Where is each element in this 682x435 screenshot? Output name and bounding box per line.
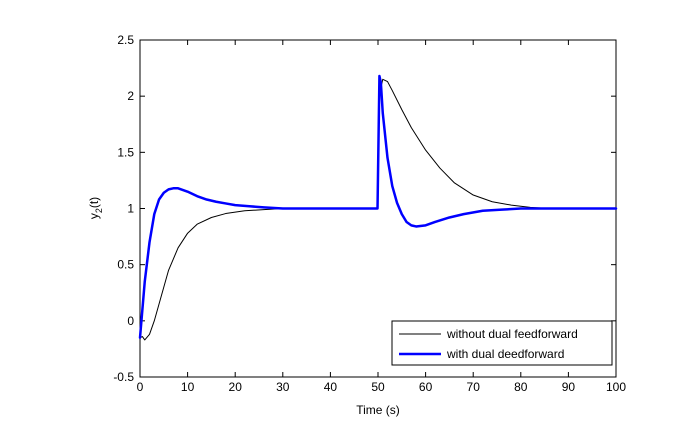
y-axis-label-rest: (t) <box>87 197 101 208</box>
y-axis-label-group: y2(t) <box>87 197 104 219</box>
y-axis-label-sub: 2 <box>94 208 104 213</box>
x-tick-label: 30 <box>276 380 290 394</box>
x-axis-label: Time (s) <box>356 403 400 417</box>
x-tick-label: 80 <box>514 380 528 394</box>
legend-label-without: without dual feedforward <box>446 327 578 341</box>
legend: without dual feedforward with dual deedf… <box>391 320 613 366</box>
y-tick-label: 2.5 <box>117 33 134 47</box>
x-tick-label: 20 <box>229 380 243 394</box>
x-tick-label: 90 <box>562 380 576 394</box>
x-tick-label: 100 <box>606 380 626 394</box>
x-tick-label: 40 <box>324 380 338 394</box>
series-lines <box>138 74 618 341</box>
y-tick-label: 2 <box>127 89 134 103</box>
y-tick-label: 1.5 <box>117 145 134 159</box>
x-tick-label: 50 <box>371 380 385 394</box>
y-tick-label: -0.5 <box>113 370 134 384</box>
y-axis-label: y2(t) <box>87 197 104 219</box>
legend-box <box>391 320 613 366</box>
legend-label-with: with dual deedforward <box>446 347 564 361</box>
x-tick-label: 10 <box>181 380 195 394</box>
series-line-1 <box>138 74 618 339</box>
x-tick-label: 60 <box>419 380 433 394</box>
x-tick-label: 70 <box>467 380 481 394</box>
y-tick-label: 1 <box>127 202 134 216</box>
axis-ticks: 0 10 20 30 40 50 60 70 80 90 100-0.500.511.522.5 <box>113 33 626 394</box>
y-tick-label: 0 <box>127 314 134 328</box>
y-tick-label: 0.5 <box>117 258 134 272</box>
x-tick-label: 0 <box>137 380 144 394</box>
y-axis-label-main: y <box>87 213 101 219</box>
